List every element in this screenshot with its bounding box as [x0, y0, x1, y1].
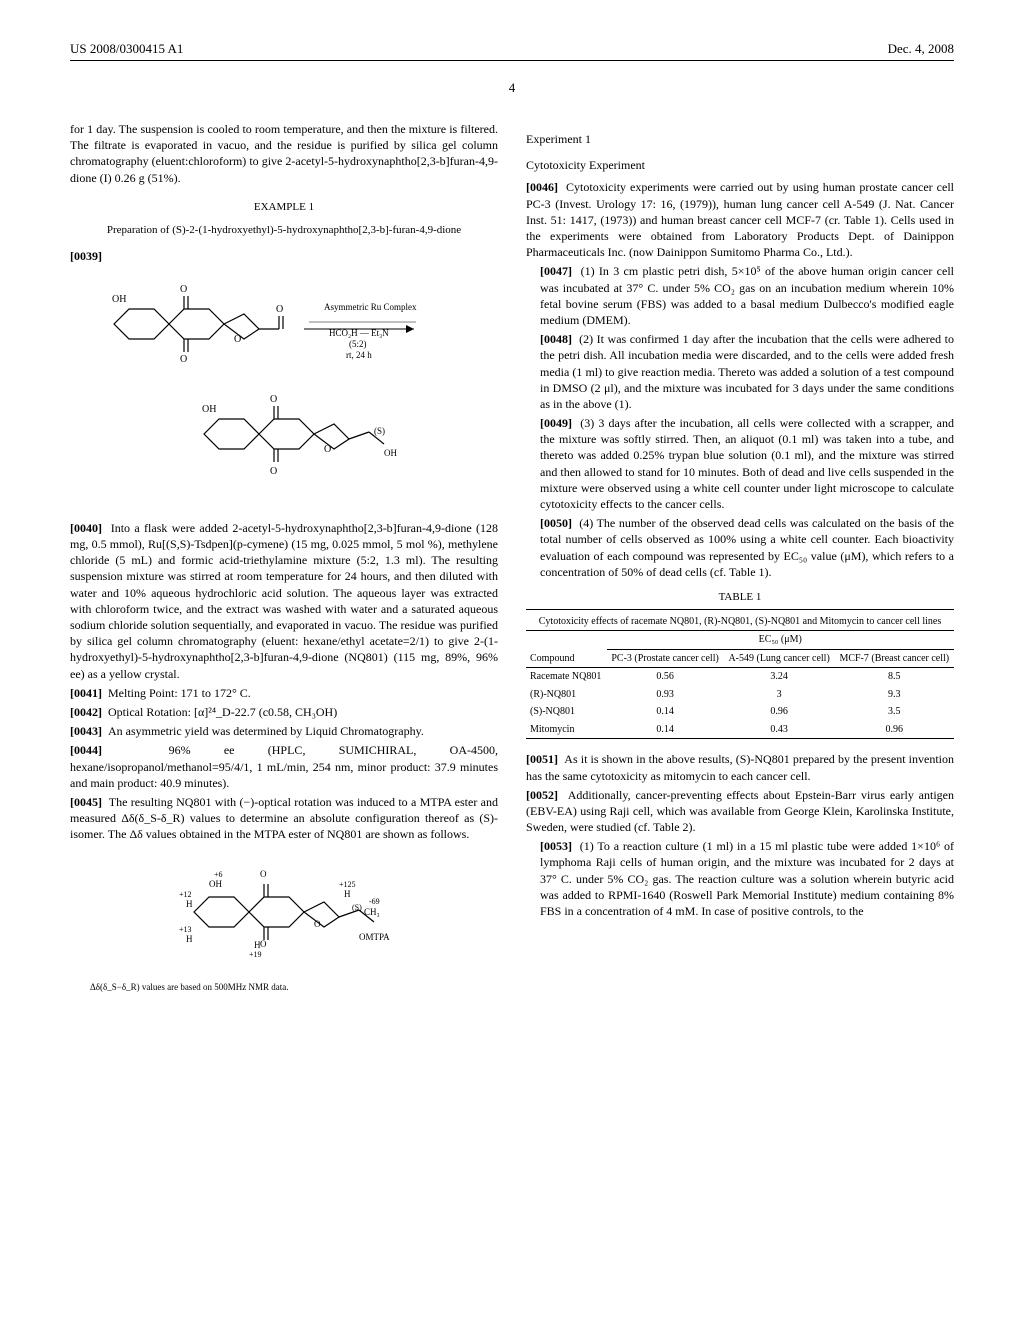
para-num-0047: [0047] [540, 264, 572, 278]
para-0046: Cytotoxicity experiments were carried ou… [526, 180, 954, 259]
table1-label: TABLE 1 [526, 590, 954, 605]
continuation-paragraph: for 1 day. The suspension is cooled to r… [70, 121, 498, 186]
svg-text:OH: OH [384, 448, 397, 458]
para-num-0053: [0053] [540, 839, 572, 853]
para-num-0050: [0050] [540, 516, 572, 530]
svg-text:(S): (S) [374, 426, 385, 436]
svg-text:rt, 24 h: rt, 24 h [346, 350, 372, 360]
mtpa-ester-figure: +6 OH +12 H +13 H +19 H O O O +125 H -69… [70, 852, 498, 992]
experiment-label: Experiment 1 [526, 131, 954, 147]
para-0047: (1) In 3 cm plastic petri dish, 5×10⁵ of… [540, 264, 954, 327]
para-0051: As it is shown in the above results, (S)… [526, 752, 954, 782]
svg-text:HCO₂H — Et₃N: HCO₂H — Et₃N [329, 328, 389, 338]
para-num-0045: [0045] [70, 795, 102, 809]
svg-text:CH₃: CH₃ [364, 907, 380, 917]
table1-col2: A-549 (Lung cancer cell) [724, 649, 835, 668]
para-0049: (3) 3 days after the incubation, all cel… [540, 416, 954, 511]
para-num-0048: [0048] [540, 332, 572, 346]
svg-text:H: H [186, 899, 193, 909]
svg-text:O: O [234, 334, 241, 345]
svg-text:(5:2): (5:2) [349, 339, 367, 349]
cytotoxicity-label: Cytotoxicity Experiment [526, 157, 954, 173]
table1-ec-header: EC₅₀ (μM) [607, 631, 954, 650]
para-0048: (2) It was confirmed 1 day after the inc… [540, 332, 954, 411]
right-column: Experiment 1 Cytotoxicity Experiment [00… [526, 121, 954, 1005]
svg-text:O: O [180, 284, 187, 295]
para-num-0042: [0042] [70, 705, 102, 719]
svg-text:Asymmetric Ru Complex: Asymmetric Ru Complex [324, 302, 417, 312]
mtpa-caption: Δδ(δ_S−δ_R) values are based on 500MHz N… [90, 981, 498, 993]
svg-text:H: H [186, 934, 193, 944]
svg-text:+6: +6 [214, 870, 223, 879]
para-0043: An asymmetric yield was determined by Li… [108, 724, 424, 738]
svg-text:OMTPA: OMTPA [359, 932, 390, 942]
publication-date: Dec. 4, 2008 [888, 40, 954, 58]
svg-text:+19: +19 [249, 950, 262, 959]
reaction-scheme-svg: OH O O O O Asymmetric Ru Complex HCO₂H —… [94, 274, 474, 504]
para-num-0046: [0046] [526, 180, 558, 194]
para-0041: Melting Point: 171 to 172° C. [108, 686, 251, 700]
svg-text:O: O [324, 444, 331, 455]
para-num-0041: [0041] [70, 686, 102, 700]
reaction-scheme-figure: OH O O O O Asymmetric Ru Complex HCO₂H —… [70, 274, 498, 508]
svg-text:O: O [260, 869, 267, 879]
page-number: 4 [70, 79, 954, 97]
svg-text:OH: OH [202, 404, 216, 415]
example-title: Preparation of (S)-2-(1-hydroxyethyl)-5-… [90, 223, 478, 238]
para-0045: The resulting NQ801 with (−)-optical rot… [70, 795, 498, 841]
table1-col0: Compound [526, 649, 607, 668]
table1-col3: MCF-7 (Breast cancer cell) [835, 649, 954, 668]
para-0050: (4) The number of the observed dead cell… [540, 516, 954, 579]
svg-text:OH: OH [112, 294, 126, 305]
svg-text:+125: +125 [339, 880, 356, 889]
svg-text:-69: -69 [369, 897, 380, 906]
svg-text:OH: OH [209, 879, 222, 889]
para-num-0052: [0052] [526, 788, 558, 802]
para-num-0043: [0043] [70, 724, 102, 738]
para-num-0049: [0049] [540, 416, 572, 430]
table1: Cytotoxicity effects of racemate NQ801, … [526, 609, 954, 740]
table-row: (S)-NQ801 [526, 703, 607, 721]
table-row: Racemate NQ801 [526, 668, 607, 686]
para-num-0044: [0044] [70, 743, 102, 757]
para-0052: Additionally, cancer-preventing effects … [526, 788, 954, 834]
left-column: for 1 day. The suspension is cooled to r… [70, 121, 498, 1005]
para-num-0040: [0040] [70, 521, 102, 535]
svg-text:O: O [260, 939, 267, 949]
svg-text:O: O [270, 394, 277, 405]
para-num-0051: [0051] [526, 752, 558, 766]
svg-text:O: O [276, 304, 283, 315]
para-0042: Optical Rotation: [α]²⁴_D-22.7 (c0.58, C… [108, 705, 337, 719]
svg-text:O: O [270, 466, 277, 477]
svg-text:+12: +12 [179, 890, 192, 899]
svg-text:H: H [344, 889, 351, 899]
page-header: US 2008/0300415 A1 Dec. 4, 2008 [70, 40, 954, 61]
svg-text:O: O [180, 354, 187, 365]
table1-col1: PC-3 (Prostate cancer cell) [607, 649, 724, 668]
publication-number: US 2008/0300415 A1 [70, 40, 183, 58]
svg-text:+13: +13 [179, 925, 192, 934]
table1-caption: Cytotoxicity effects of racemate NQ801, … [526, 609, 954, 631]
example-label: EXAMPLE 1 [70, 200, 498, 215]
para-num-0039: [0039] [70, 249, 102, 263]
para-0040: Into a flask were added 2-acetyl-5-hydro… [70, 521, 498, 681]
mtpa-svg: +6 OH +12 H +13 H +19 H O O O +125 H -69… [154, 852, 414, 972]
svg-text:O: O [314, 919, 321, 929]
table-row: Mitomycin [526, 721, 607, 739]
para-0044: 96% ee (HPLC, SUMICHIRAL, OA-4500, hexan… [70, 743, 498, 789]
para-0053: (1) To a reaction culture (1 ml) in a 15… [540, 839, 954, 918]
table-row: (R)-NQ801 [526, 686, 607, 704]
svg-text:(S): (S) [352, 903, 362, 912]
